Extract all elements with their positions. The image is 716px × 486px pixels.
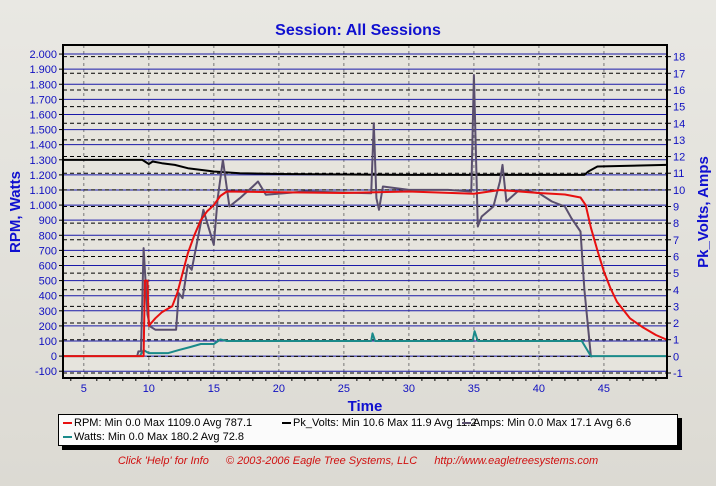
y2-tick-label: 1 bbox=[673, 335, 679, 347]
website-link[interactable]: http://www.eagletreesystems.com bbox=[434, 455, 599, 467]
legend-item-amps: Amps: Min 0.0 Max 17.1 Avg 6.6 bbox=[462, 417, 631, 429]
y-tick-label: 2.000 bbox=[29, 49, 57, 61]
y-tick-label: 1.200 bbox=[29, 170, 57, 182]
chart-title: Session: All Sessions bbox=[275, 22, 441, 39]
y2-tick-label: 3 bbox=[673, 301, 679, 313]
legend-item-rpm: RPM: Min 0.0 Max 1109.0 Avg 787.1 bbox=[63, 417, 252, 429]
y-tick-label: 1.700 bbox=[29, 94, 57, 106]
legend-swatch bbox=[63, 422, 72, 424]
x-tick-label: 10 bbox=[143, 383, 155, 395]
x-tick-label: 40 bbox=[533, 383, 545, 395]
x-axis-label: Time bbox=[348, 398, 383, 415]
y-tick-label: 500 bbox=[39, 276, 57, 288]
y-tick-label: 900 bbox=[39, 215, 57, 227]
legend-label: Pk_Volts: Min 10.6 Max 11.9 Avg 11.2 bbox=[293, 417, 477, 429]
y2-tick-label: 7 bbox=[673, 235, 679, 247]
y-tick-label: 700 bbox=[39, 245, 57, 257]
plot-area bbox=[63, 45, 667, 378]
y2-tick-label: 8 bbox=[673, 218, 679, 230]
y-tick-label: 1.000 bbox=[29, 200, 57, 212]
y-tick-label: 100 bbox=[39, 336, 57, 348]
x-tick-label: 25 bbox=[338, 383, 350, 395]
y2-tick-label: 5 bbox=[673, 268, 679, 280]
copyright: © 2003-2006 Eagle Tree Systems, LLC bbox=[225, 455, 418, 467]
y2-tick-label: 12 bbox=[673, 152, 685, 164]
legend-item-pk-volts: Pk_Volts: Min 10.6 Max 11.9 Avg 11.2 bbox=[282, 417, 476, 429]
y-tick-label: 1.500 bbox=[29, 125, 57, 137]
legend-label: Amps: Min 0.0 Max 17.1 Avg 6.6 bbox=[473, 417, 632, 429]
y2-tick-label: 17 bbox=[673, 68, 685, 80]
y-tick-label: 1.900 bbox=[29, 64, 57, 76]
footer: Click 'Help' for Info © 2003-2006 Eagle … bbox=[0, 455, 716, 467]
y2-tick-label: 6 bbox=[673, 251, 679, 263]
y-tick-label: 0 bbox=[51, 351, 57, 363]
y-tick-label: 1.100 bbox=[29, 185, 57, 197]
y-axis-label: RPM, Watts bbox=[7, 171, 24, 253]
help-hint: Click 'Help' for Info bbox=[117, 455, 209, 467]
plot-border bbox=[62, 44, 668, 379]
legend-label: RPM: Min 0.0 Max 1109.0 Avg 787.1 bbox=[74, 417, 253, 429]
x-tick-label: 30 bbox=[403, 383, 415, 395]
legend-swatch bbox=[63, 436, 72, 438]
y-tick-label: 1.300 bbox=[29, 155, 57, 167]
y-tick-label: 400 bbox=[39, 291, 57, 303]
y2-tick-label: 4 bbox=[673, 285, 679, 297]
y2-tick-label: 10 bbox=[673, 185, 685, 197]
y-tick-label: -100 bbox=[35, 366, 57, 378]
legend-swatch bbox=[462, 422, 471, 424]
y-tick-label: 600 bbox=[39, 260, 57, 272]
y-tick-label: 300 bbox=[39, 306, 57, 318]
y-tick-label: 1.800 bbox=[29, 79, 57, 91]
y2-tick-label: 16 bbox=[673, 85, 685, 97]
y2-tick-label: 14 bbox=[673, 118, 685, 130]
x-tick-label: 20 bbox=[273, 383, 285, 395]
y2-axis-label: Pk_Volts, Amps bbox=[695, 156, 712, 268]
y2-tick-label: 13 bbox=[673, 135, 685, 147]
y2-tick-label: 11 bbox=[673, 168, 684, 180]
x-tick-label: 5 bbox=[81, 383, 87, 395]
legend-swatch bbox=[282, 422, 291, 424]
y2-tick-label: 15 bbox=[673, 102, 685, 114]
y2-tick-label: 0 bbox=[673, 351, 679, 363]
x-tick-label: 35 bbox=[468, 383, 480, 395]
series-line-pk-volts bbox=[63, 158, 667, 176]
y-tick-label: 1.600 bbox=[29, 109, 57, 121]
y2-tick-label: 2 bbox=[673, 318, 679, 330]
y2-tick-label: 9 bbox=[673, 202, 679, 214]
y-tick-label: 200 bbox=[39, 321, 57, 333]
legend-label: Watts: Min 0.0 Max 180.2 Avg 72.8 bbox=[74, 431, 244, 443]
y2-tick-label: -1 bbox=[673, 368, 683, 380]
legend: RPM: Min 0.0 Max 1109.0 Avg 787.1 Pk_Vol… bbox=[58, 414, 678, 446]
x-tick-label: 45 bbox=[598, 383, 610, 395]
legend-item-watts: Watts: Min 0.0 Max 180.2 Avg 72.8 bbox=[63, 431, 244, 443]
y2-tick-label: 18 bbox=[673, 52, 685, 64]
y-tick-label: 800 bbox=[39, 230, 57, 242]
x-tick-label: 15 bbox=[208, 383, 220, 395]
series-line-watts bbox=[63, 330, 667, 358]
series-line-rpm bbox=[63, 189, 667, 358]
y-tick-label: 1.400 bbox=[29, 140, 57, 152]
